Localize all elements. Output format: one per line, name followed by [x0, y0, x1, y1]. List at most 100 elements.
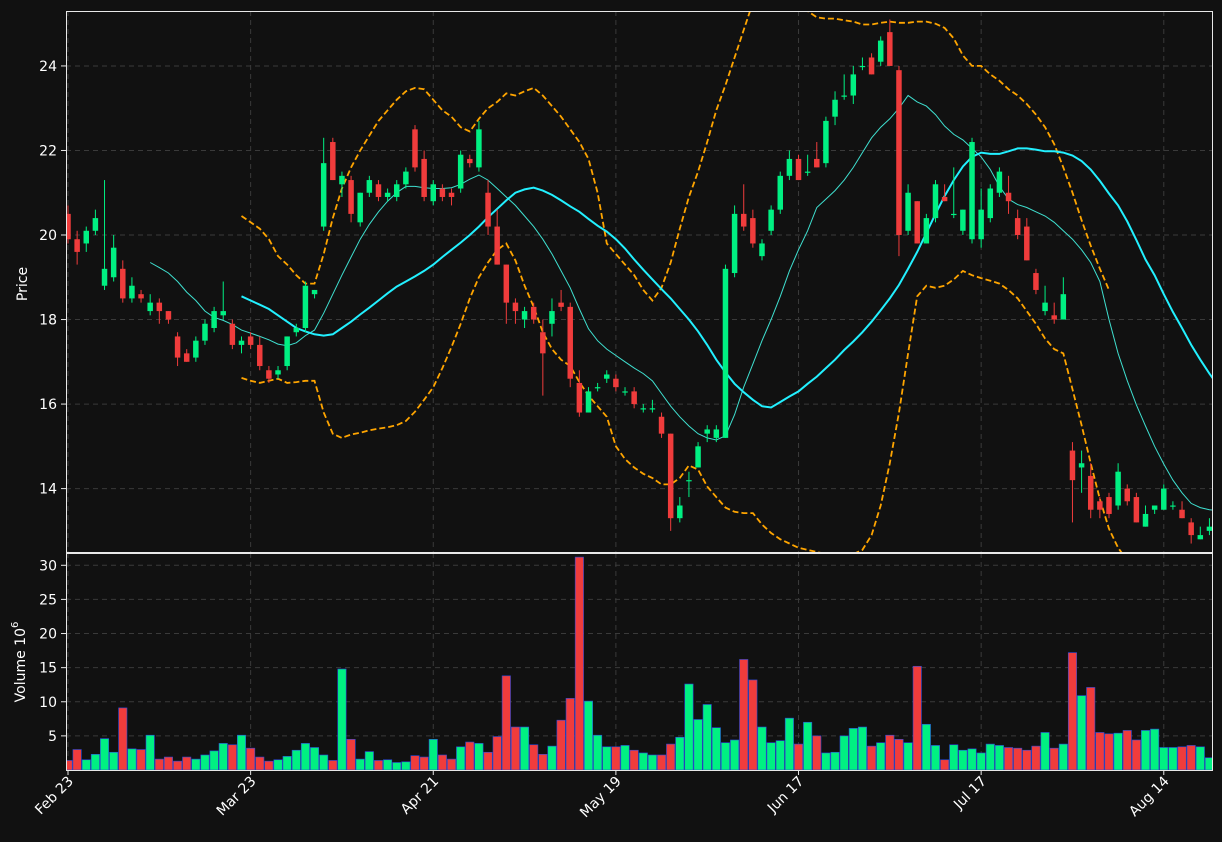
volume-bar	[465, 741, 475, 770]
candle	[1151, 505, 1158, 514]
candle-body	[558, 302, 564, 307]
candle-body	[147, 302, 153, 312]
candle	[731, 205, 738, 278]
candle	[1197, 526, 1204, 540]
volume-bar	[437, 754, 447, 770]
candlesticks	[66, 19, 1212, 544]
candle-body	[1051, 315, 1057, 320]
candle-body	[594, 387, 601, 389]
candle-body	[658, 416, 665, 434]
volume-bar	[1104, 733, 1114, 770]
volume-bar	[857, 726, 867, 770]
candle	[156, 298, 163, 324]
candle	[457, 150, 464, 193]
volume-bar	[556, 719, 566, 770]
candle	[266, 366, 272, 383]
candle-body	[1115, 471, 1121, 506]
candle	[311, 289, 318, 299]
candle	[859, 57, 866, 71]
volume-bar	[1186, 745, 1196, 770]
volume-bar	[118, 707, 128, 770]
candle-body	[1005, 192, 1012, 202]
candle-body	[293, 327, 300, 333]
candle-body	[229, 323, 236, 345]
volume-bar	[182, 756, 192, 770]
volume-bar	[373, 760, 383, 770]
candle	[375, 180, 382, 202]
candle	[686, 471, 692, 498]
price-plot-area	[66, 11, 1212, 552]
candle	[1033, 268, 1039, 295]
candle	[923, 213, 930, 244]
volume-bar	[1159, 747, 1169, 770]
volume-bar	[410, 755, 420, 770]
candle-body	[521, 311, 528, 320]
candle-body	[348, 180, 354, 214]
candle	[604, 370, 610, 383]
volume-bar	[885, 734, 895, 770]
candle-body	[120, 268, 126, 299]
candle	[759, 239, 765, 261]
candle-body	[494, 226, 500, 265]
candle	[951, 167, 957, 219]
volume-bar	[538, 754, 548, 770]
volume-bar	[748, 679, 758, 770]
bollinger-bands	[240, 11, 1123, 552]
candle-body	[567, 306, 573, 379]
candle-body	[421, 158, 427, 197]
candle-body	[357, 192, 363, 223]
candle-body	[266, 370, 272, 379]
candle-body	[393, 184, 400, 197]
candle-body	[795, 158, 802, 181]
candle	[183, 349, 190, 362]
candle	[1106, 492, 1112, 519]
candle	[704, 425, 710, 443]
price-panel-frame	[66, 11, 1213, 553]
candle-body	[1197, 535, 1204, 540]
candle	[403, 167, 409, 189]
volume-bar	[830, 751, 840, 770]
volume-bar	[930, 745, 940, 770]
candle-body	[814, 158, 820, 168]
volume-bar	[319, 754, 329, 770]
volume-bar	[821, 752, 831, 770]
candle	[421, 150, 427, 202]
volume-bar	[236, 734, 246, 770]
candle-body	[165, 311, 172, 320]
candle	[1024, 218, 1030, 261]
volume-bar	[1058, 743, 1068, 770]
candle-body	[850, 74, 857, 96]
candle	[640, 404, 647, 413]
candle	[585, 387, 592, 413]
candle-body	[1060, 294, 1067, 320]
candle	[823, 116, 829, 168]
candle-body	[960, 209, 966, 231]
candle	[503, 264, 510, 324]
candle-body	[768, 209, 774, 231]
price-tick-label: 24	[39, 59, 57, 75]
candle-body	[284, 336, 290, 367]
volume-bar	[273, 759, 283, 770]
candle	[129, 277, 135, 303]
candle-body	[932, 184, 939, 219]
volume-panel: 5 10 15 20 25 30 Volume 106	[10, 553, 1213, 771]
volume-bar	[163, 756, 173, 770]
candle	[467, 154, 473, 168]
candle-body	[339, 175, 345, 185]
candle-body	[138, 294, 144, 299]
candle	[247, 332, 254, 350]
candle	[348, 175, 354, 223]
volume-bar	[647, 754, 657, 770]
candle	[330, 137, 336, 181]
candle-body	[1024, 226, 1030, 261]
candle-body	[996, 171, 1003, 193]
candle	[1124, 484, 1130, 506]
volume-bar	[720, 742, 730, 770]
candle	[1060, 277, 1067, 320]
candle	[494, 209, 500, 265]
candle-body	[439, 188, 446, 197]
volume-bar	[912, 665, 922, 770]
candle-body	[868, 57, 875, 75]
candle	[740, 184, 747, 231]
candle	[74, 230, 80, 265]
